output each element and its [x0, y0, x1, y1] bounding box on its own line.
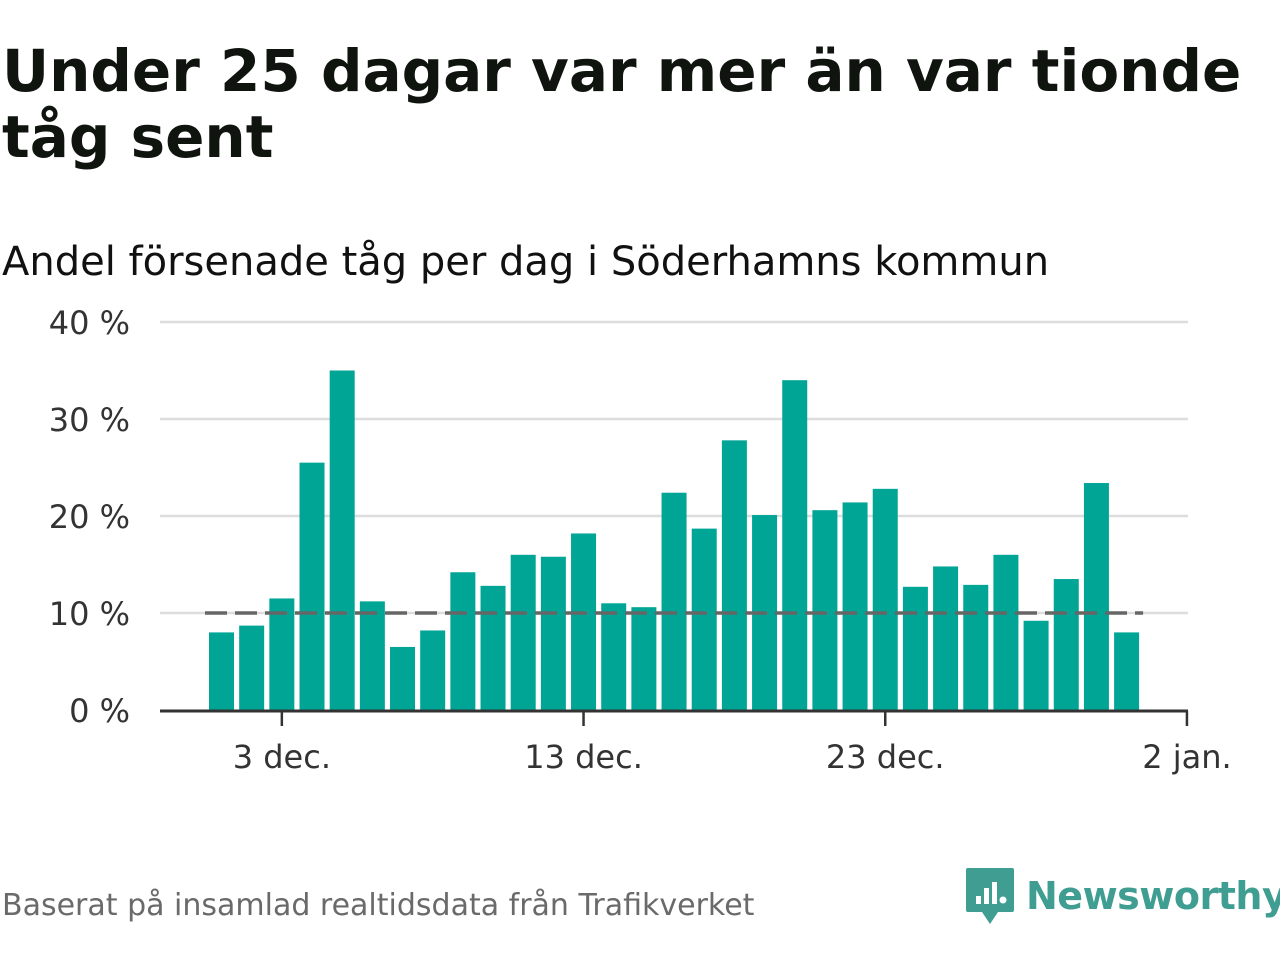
x-tick-label: 13 dec.: [524, 738, 643, 776]
x-tick-label: 23 dec.: [826, 738, 945, 776]
bar: [963, 584, 989, 710]
y-tick-label: 0 %: [69, 692, 130, 730]
bar: [420, 630, 446, 710]
bar: [993, 554, 1019, 710]
bars: [209, 370, 1140, 710]
x-axis: 3 dec. 13 dec. 23 dec. 2 jan.: [160, 709, 1232, 776]
bar: [661, 492, 687, 710]
newsworthy-logo: Newsworthy: [964, 866, 1280, 926]
bar: [480, 585, 506, 710]
bar: [933, 566, 959, 710]
bar: [812, 510, 838, 710]
bar: [510, 554, 536, 710]
bar: [601, 603, 627, 710]
bar: [390, 646, 416, 710]
bar: [239, 625, 265, 710]
y-tick-label: 30 %: [49, 401, 130, 439]
bar: [631, 607, 657, 710]
x-tick-label: 2 jan.: [1142, 738, 1231, 776]
bar: [902, 586, 928, 710]
bar: [1023, 620, 1049, 710]
bar: [571, 533, 597, 710]
brand-name: Newsworthy: [1026, 874, 1280, 918]
y-axis-labels: 0 % 10 % 20 % 30 % 40 %: [49, 304, 130, 730]
chart-title: Under 25 dagar var mer än var tionde tåg…: [2, 37, 1242, 171]
bar: [299, 462, 325, 710]
bar: [329, 370, 355, 710]
bar: [782, 380, 808, 710]
bar: [1053, 579, 1079, 710]
bar: [269, 598, 295, 710]
y-tick-label: 10 %: [49, 595, 130, 633]
bar: [450, 572, 476, 710]
chart-subtitle: Andel försenade tåg per dag i Söderhamns…: [2, 239, 1050, 285]
bar: [721, 440, 747, 710]
bar-chart: 0 % 10 % 20 % 30 % 40 % 3 dec. 13 dec. 23 dec.…: [49, 304, 1232, 776]
bar: [1114, 632, 1140, 710]
bar: [691, 528, 717, 710]
bar: [1083, 483, 1109, 710]
bar: [359, 601, 385, 710]
bar: [842, 502, 868, 710]
x-tick-label: 3 dec.: [233, 738, 331, 776]
newsworthy-logo-icon: [966, 868, 1014, 924]
bar: [209, 632, 234, 710]
bar: [872, 488, 898, 710]
source-note: Baserat på insamlad realtidsdata från Tr…: [2, 888, 755, 923]
y-tick-label: 40 %: [49, 304, 130, 342]
bar: [540, 556, 566, 710]
y-tick-label: 20 %: [49, 498, 130, 536]
